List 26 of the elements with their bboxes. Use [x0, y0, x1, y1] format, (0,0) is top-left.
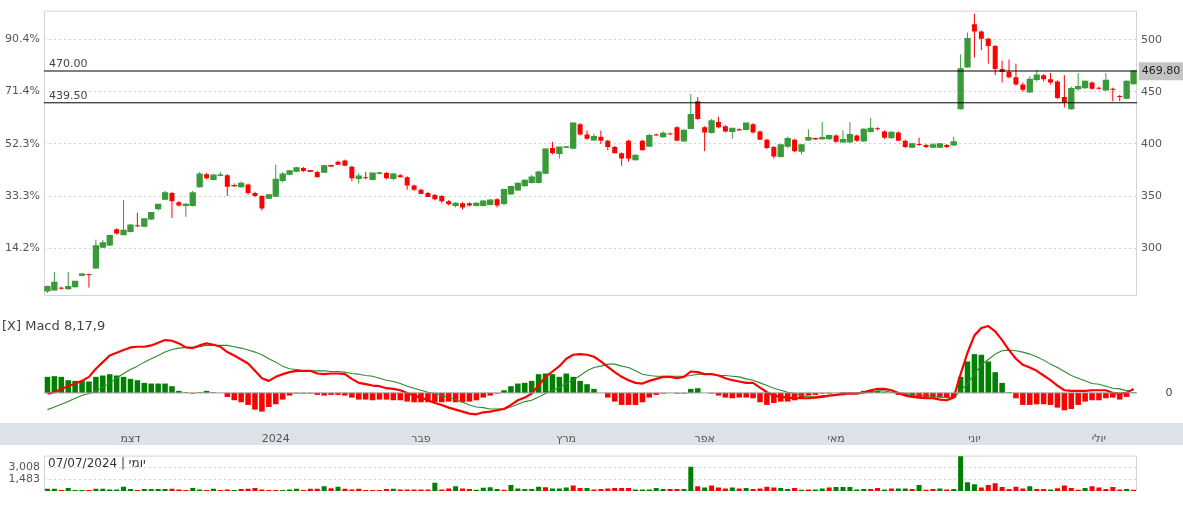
y-tick-label: 350 — [1141, 188, 1162, 202]
y-tick-label: 1,483 — [8, 472, 40, 486]
x-tick-label: מאי — [827, 432, 845, 446]
chart-title: [X] Macd 8,17,9 — [2, 317, 106, 333]
y2-tick-label: 90.4% — [5, 32, 40, 46]
y-tick-label: 400 — [1141, 136, 1162, 150]
y2-tick-label: 52.3% — [5, 136, 40, 150]
x-tick-label: יוני — [968, 432, 981, 446]
annotation: יומי | 07/07/2024 — [48, 455, 146, 470]
y2-tick-label: 71.4% — [5, 84, 40, 98]
x-tick-label: אפר — [694, 432, 715, 446]
y-tick-label: 500 — [1141, 32, 1162, 46]
x-tick-label: 2024 — [261, 432, 290, 446]
y2-tick-label: 14.2% — [5, 240, 40, 254]
y2-tick-label: 33.3% — [5, 188, 40, 202]
x-tick-label: פבר — [411, 432, 431, 446]
y-tick-label: 450 — [1141, 84, 1162, 98]
ref-line-label: 0 — [1165, 385, 1173, 399]
ref-line-label: 439.50 — [49, 89, 88, 103]
x-tick-label: דצמ — [120, 432, 141, 446]
y-tick-label: 300 — [1141, 240, 1162, 254]
annotation: 469.80 — [1141, 64, 1181, 78]
y-tick-label: 3,008 — [8, 460, 40, 474]
x-tick-label: יולי — [1091, 432, 1107, 446]
x-tick-label: מרץ — [556, 432, 577, 446]
ref-line-label: 470.00 — [49, 57, 88, 71]
